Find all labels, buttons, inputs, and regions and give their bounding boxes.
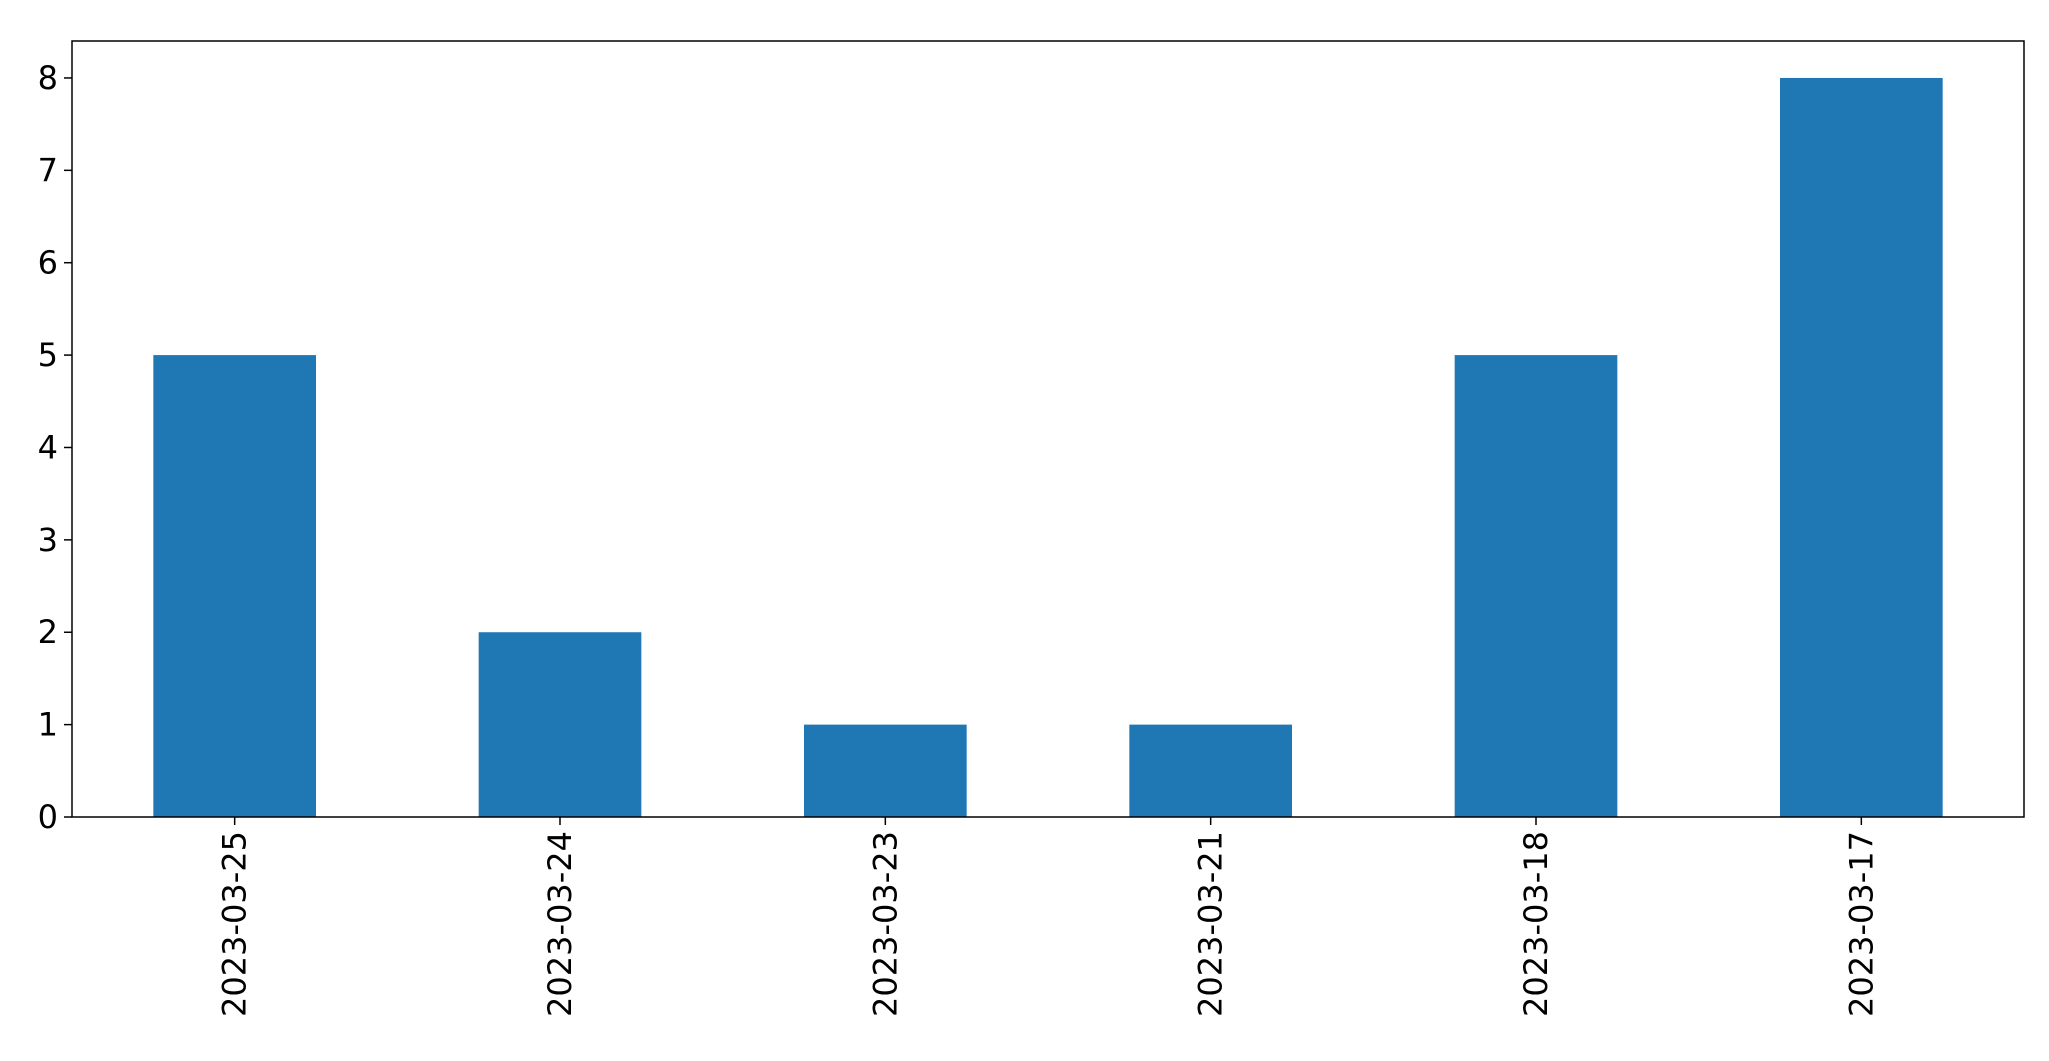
y-tick-label: 5 <box>38 336 58 374</box>
bar-2023-03-21 <box>1129 724 1292 817</box>
bar-2023-03-24 <box>478 632 642 817</box>
y-tick-label: 6 <box>38 244 58 282</box>
x-tick-label: 2023-03-18 <box>1517 831 1555 1017</box>
y-tick-label: 2 <box>38 613 58 651</box>
x-tick-label: 2023-03-24 <box>541 831 579 1017</box>
y-tick-label: 0 <box>38 798 58 836</box>
bars-group <box>153 77 1943 817</box>
y-tick-label: 3 <box>38 521 58 559</box>
bar-2023-03-25 <box>153 355 316 817</box>
y-tick-label: 4 <box>38 428 58 466</box>
x-tick-label: 2023-03-17 <box>1842 831 1880 1017</box>
bar-2023-03-18 <box>1454 355 1618 817</box>
x-tick-label: 2023-03-21 <box>1192 831 1230 1017</box>
y-tick-label: 8 <box>38 59 58 97</box>
bar-2023-03-23 <box>804 724 967 817</box>
x-axis: 2023-03-25 2023-03-24 2023-03-23 2023-03-21… <box>216 817 1880 1017</box>
y-tick-label: 7 <box>38 151 58 189</box>
bar-2023-03-17 <box>1780 77 1943 817</box>
x-tick-label: 2023-03-23 <box>866 831 904 1017</box>
plot-area-frame <box>71 40 2025 818</box>
x-tick-label: 2023-03-25 <box>216 831 254 1017</box>
y-axis: 0 1 2 3 4 5 6 7 8 <box>38 59 72 836</box>
y-tick-label: 1 <box>38 706 58 744</box>
